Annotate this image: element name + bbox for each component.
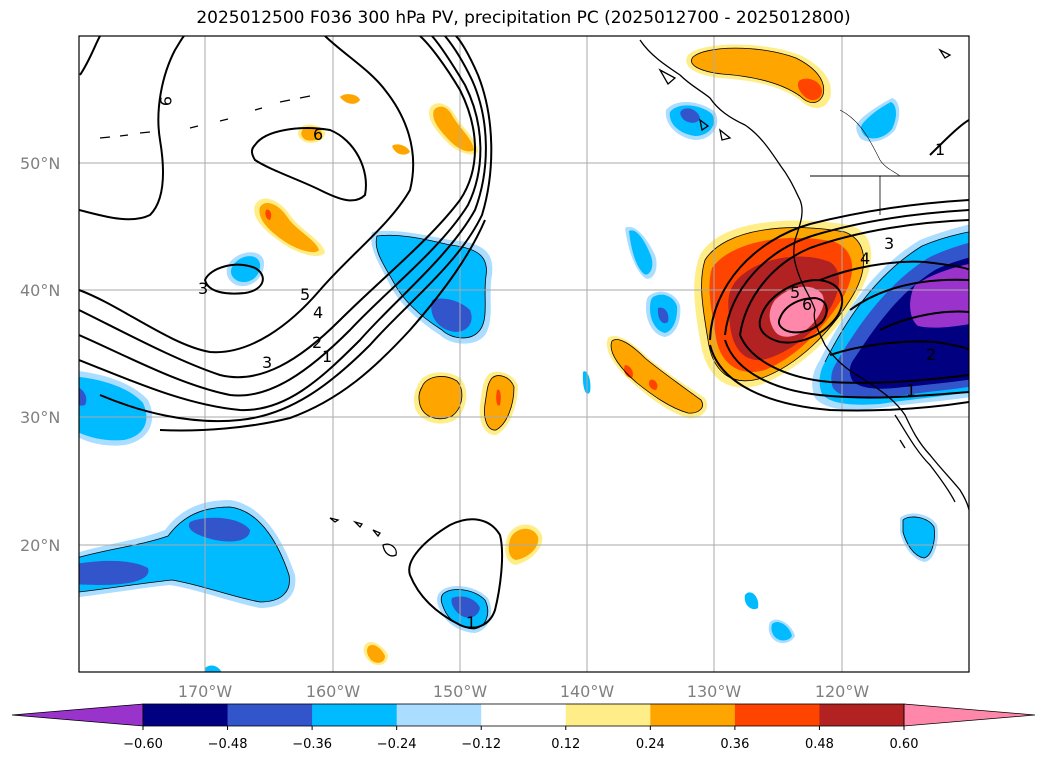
colorbar-segment xyxy=(819,704,905,726)
contour-label-e-2: 2 xyxy=(926,345,936,364)
contour-label-e-1-bot: 1 xyxy=(906,381,916,400)
contour-label-small-3: 3 xyxy=(198,279,208,298)
lat-label-20n: 20°N xyxy=(20,536,60,555)
contour-label-e-5: 5 xyxy=(790,283,800,302)
lon-label-160w: 160°W xyxy=(306,682,361,701)
contour-label-9: 9 xyxy=(156,96,175,106)
colorbar-tick-label: −0.24 xyxy=(377,737,417,752)
contour-label-e-1-top: 1 xyxy=(935,140,945,159)
map-title: 2025012500 F036 300 hPa PV, precipitatio… xyxy=(196,8,851,28)
lat-labels: 50°N 40°N 30°N 20°N xyxy=(20,154,60,555)
precip-negative xyxy=(79,98,969,672)
colorbar-segment xyxy=(481,704,567,726)
contour-label-5: 5 xyxy=(300,285,310,304)
colorbar-segment xyxy=(565,704,651,726)
lon-label-170w: 170°W xyxy=(178,682,233,701)
colorbar-tick-label: 0.24 xyxy=(636,737,665,752)
coastlines xyxy=(99,39,969,557)
colorbar-tick-label: 0.48 xyxy=(805,737,834,752)
colorbar-tick-label: −0.36 xyxy=(292,737,332,752)
lon-labels: 170°W 160°W 150°W 140°W 130°W 120°W xyxy=(178,682,870,701)
lon-label-140w: 140°W xyxy=(560,682,615,701)
colorbar: −0.60 −0.48 −0.36 −0.24 −0.12 0.12 0.24 0.36 0.4… xyxy=(11,703,1036,752)
lon-label-120w: 120°W xyxy=(815,682,870,701)
colorbar-tick-label: −0.60 xyxy=(123,737,163,752)
precip-positive xyxy=(254,44,872,666)
colorbar-tick-label: 0.12 xyxy=(551,737,580,752)
colorbar-segment xyxy=(734,704,820,726)
contour-label-2: 2 xyxy=(312,333,322,352)
colorbar-extend-high xyxy=(903,703,1036,727)
lat-label-30n: 30°N xyxy=(20,408,60,427)
pv-contours xyxy=(79,36,969,629)
colorbar-segment xyxy=(227,704,313,726)
colorbar-segment xyxy=(396,704,482,726)
contour-label-4: 4 xyxy=(313,303,323,322)
lat-label-40n: 40°N xyxy=(20,281,60,300)
map-frame xyxy=(78,35,970,673)
colorbar-tick-label: −0.48 xyxy=(208,737,248,752)
contour-label-e-6: 6 xyxy=(802,295,812,314)
contour-label-3: 3 xyxy=(262,353,272,372)
contour-label-6: 6 xyxy=(313,125,323,144)
contour-label-hawaii-1: 1 xyxy=(466,613,476,632)
colorbar-segment xyxy=(650,704,736,726)
contour-labels: 9 6 5 4 3 2 1 3 3 4 5 6 1 1 2 1 xyxy=(156,96,945,632)
colorbar-segment xyxy=(143,704,229,726)
map-content: 9 6 5 4 3 2 1 3 3 4 5 6 1 1 2 1 xyxy=(79,36,969,672)
colorbar-tick-label: 0.60 xyxy=(890,737,919,752)
contour-label-e-4: 4 xyxy=(860,249,870,268)
lon-label-130w: 130°W xyxy=(687,682,742,701)
contour-label-1: 1 xyxy=(322,347,332,366)
colorbar-outline xyxy=(142,703,905,727)
colorbar-extend-low xyxy=(11,703,144,727)
precip-outlines xyxy=(79,47,969,630)
colorbar-tick-label: −0.12 xyxy=(461,737,501,752)
colorbar-tick-label: 0.36 xyxy=(720,737,749,752)
contour-label-e-3: 3 xyxy=(884,234,894,253)
lat-label-50n: 50°N xyxy=(20,154,60,173)
lon-label-150w: 150°W xyxy=(433,682,488,701)
colorbar-segment xyxy=(312,704,398,726)
